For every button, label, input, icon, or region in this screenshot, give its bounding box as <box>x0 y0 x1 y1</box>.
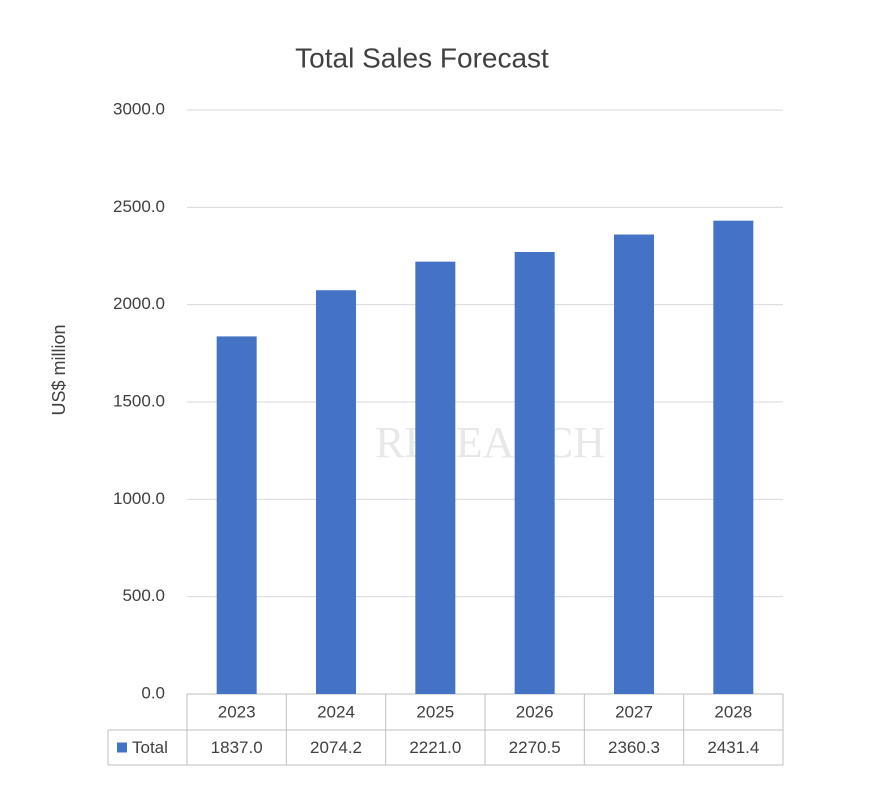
y-tick-label: 1000.0 <box>113 489 165 508</box>
y-tick-label: 0.0 <box>141 683 165 702</box>
bar <box>713 220 754 694</box>
bar <box>614 234 654 694</box>
table-value: 2270.5 <box>509 738 561 757</box>
chart-title: Total Sales Forecast <box>295 42 549 73</box>
x-tick-label: 2023 <box>218 702 256 721</box>
bar <box>514 252 555 694</box>
y-tick-label: 2000.0 <box>113 294 165 313</box>
x-tick-label: 2027 <box>615 702 653 721</box>
bar <box>415 261 456 694</box>
table-value: 2074.2 <box>310 738 362 757</box>
table-value: 2221.0 <box>409 738 461 757</box>
legend-swatch <box>117 742 127 753</box>
x-tick-label: 2025 <box>416 702 454 721</box>
x-tick-label: 2028 <box>714 702 752 721</box>
bar <box>216 336 257 694</box>
table-value: 2360.3 <box>608 738 660 757</box>
x-tick-label: 2024 <box>317 702 355 721</box>
y-tick-label: 2500.0 <box>113 197 165 216</box>
legend-label: Total <box>132 738 168 757</box>
y-tick-label: 500.0 <box>122 586 165 605</box>
x-tick-label: 2026 <box>516 702 554 721</box>
y-axis-label: US$ million <box>49 324 69 415</box>
y-tick-label: 3000.0 <box>113 99 165 118</box>
table-value: 2431.4 <box>707 738 759 757</box>
y-tick-label: 1500.0 <box>113 391 165 410</box>
watermark: RESEARCH <box>375 418 605 467</box>
bar <box>316 290 356 694</box>
table-value: 1837.0 <box>211 738 263 757</box>
